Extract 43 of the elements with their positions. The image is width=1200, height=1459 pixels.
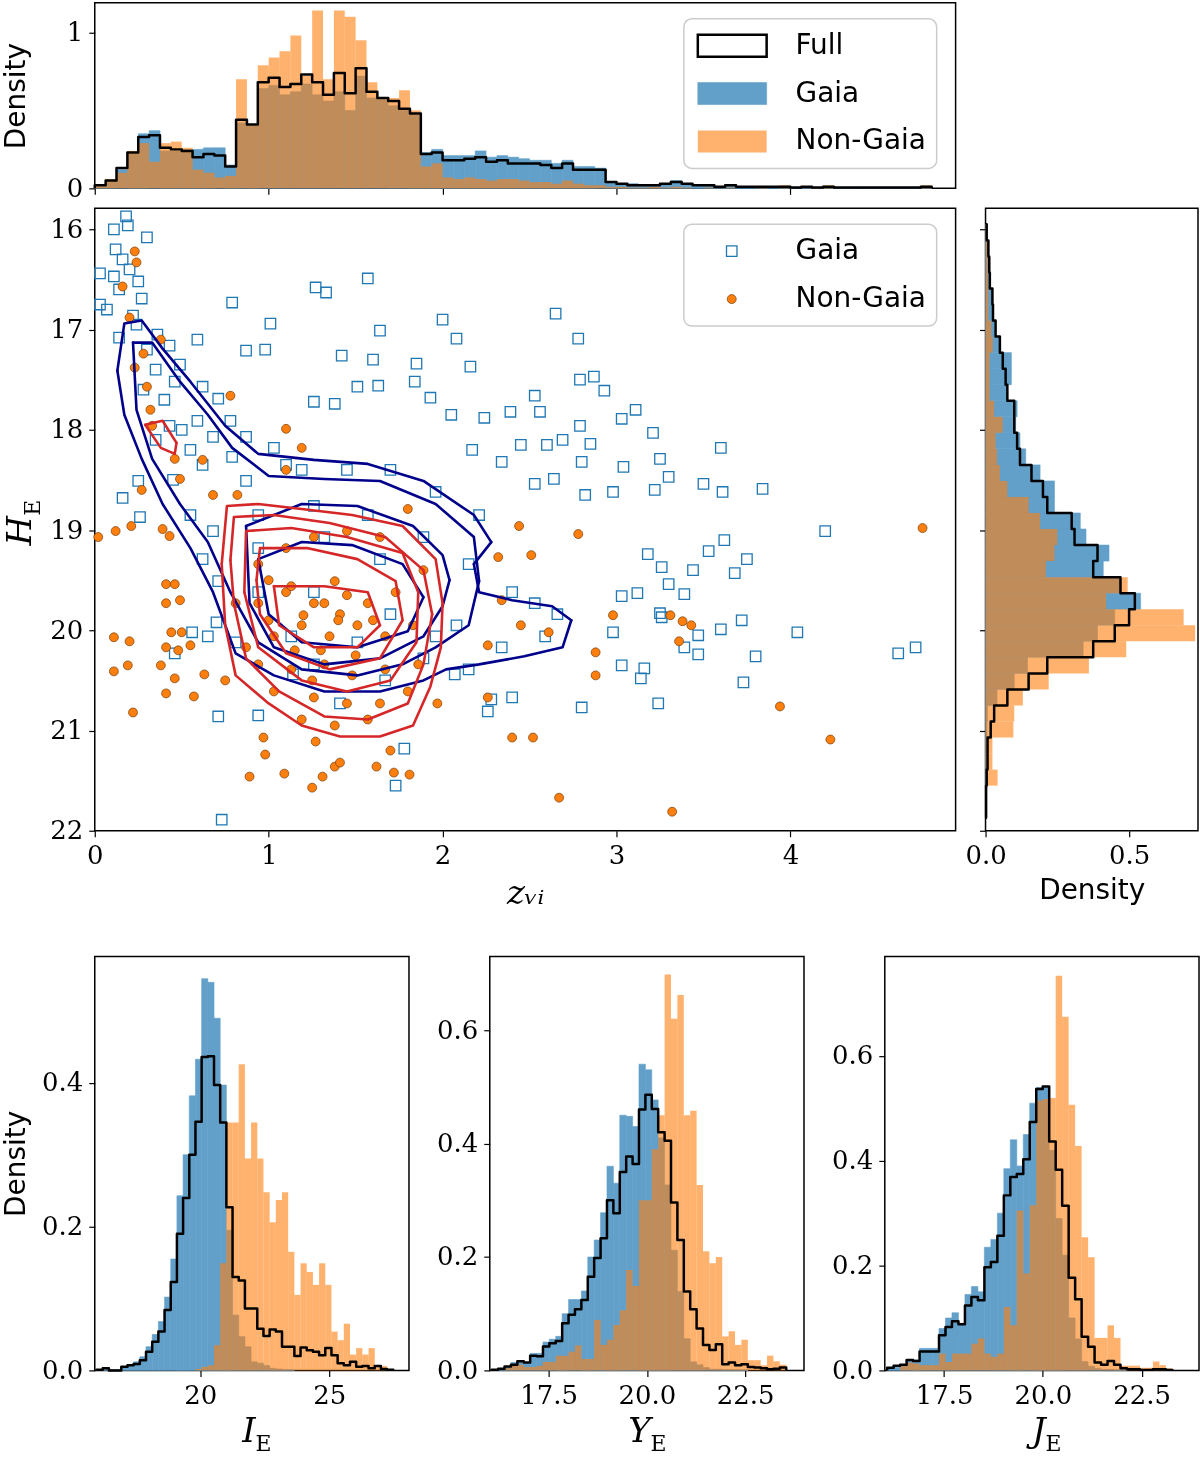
y-axis-title: Density (0, 43, 33, 150)
y-tick-label: 0.0 (437, 1354, 479, 1385)
x-tick-label: 25 (313, 1379, 347, 1410)
y-tick-label: 0.2 (437, 1241, 479, 1272)
x-axis-title: zᵥᵢ (506, 873, 545, 913)
y-axis-title: Density (0, 1110, 33, 1217)
x-tick-label: 22.5 (716, 1379, 775, 1410)
y-tick-label: 21 (50, 714, 84, 745)
y-tick-label: 0.4 (42, 1067, 84, 1098)
y-tick-label: 0.4 (437, 1128, 479, 1159)
x-tick-label: 3 (608, 840, 626, 871)
x-axis-title: Density (1039, 873, 1146, 907)
y-tick-label: 0 (66, 172, 84, 203)
y-axis-title: HE (0, 499, 45, 547)
x-tick-label: 20.0 (1014, 1379, 1073, 1410)
y-tick-label: 22 (50, 815, 84, 846)
x-tick-label: 2 (434, 840, 452, 871)
y-tick-label: 0.2 (42, 1211, 84, 1242)
x-tick-label: 1 (260, 840, 278, 871)
x-tick-label: 20 (184, 1379, 218, 1410)
y-tick-label: 1 (66, 16, 84, 47)
y-tick-label: 0.6 (832, 1040, 874, 1071)
legend-label: Non-Gaia (795, 123, 926, 157)
x-tick-label: 4 (782, 840, 800, 871)
y-tick-label: 0.4 (832, 1145, 874, 1176)
x-tick-label: 0.5 (1108, 840, 1151, 871)
x-tick-label: 17.5 (520, 1379, 579, 1410)
x-tick-label: 22.5 (1113, 1379, 1172, 1410)
y-tick-label: 0.2 (832, 1250, 874, 1281)
y-tick-label: 20 (50, 614, 84, 645)
y-tick-label: 17 (50, 314, 84, 345)
y-tick-label: 0.6 (437, 1014, 479, 1045)
y-tick-label: 16 (50, 213, 84, 244)
x-tick-label: 0 (87, 840, 104, 871)
x-tick-label: 20.0 (618, 1379, 677, 1410)
legend-label: Gaia (795, 75, 860, 109)
y-tick-label: 0.0 (832, 1354, 874, 1385)
x-tick-label: 17.5 (915, 1379, 974, 1410)
y-tick-label: 18 (50, 414, 84, 445)
legend-label: Non-Gaia (795, 281, 926, 315)
legend-label: Gaia (795, 233, 860, 267)
y-tick-label: 19 (50, 514, 84, 545)
legend-label: Full (795, 27, 844, 61)
